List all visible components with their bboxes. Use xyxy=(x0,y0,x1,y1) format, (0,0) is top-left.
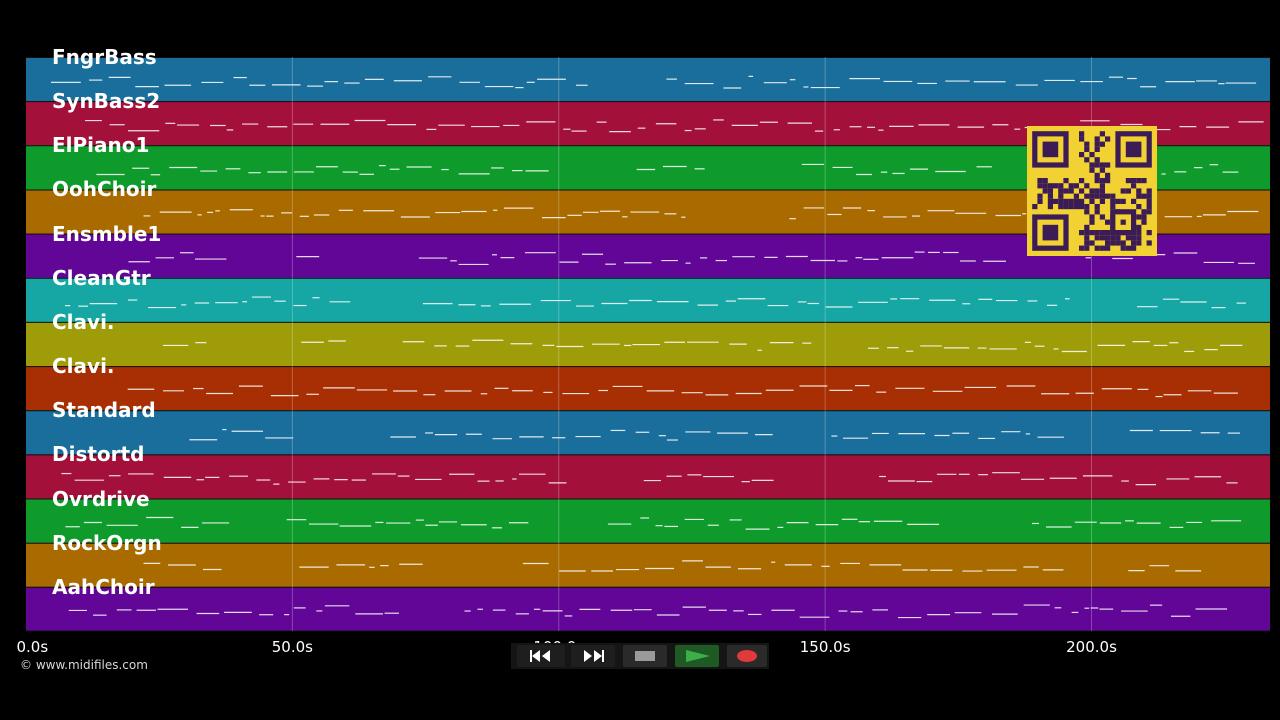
track-notes xyxy=(65,516,1242,530)
track-label: Clavi. xyxy=(52,354,115,379)
record-icon xyxy=(737,650,757,662)
track-label: CleanGtr xyxy=(52,265,151,290)
time-tick-label: 50.0s xyxy=(271,638,313,656)
track-label: AahChoir xyxy=(52,574,155,599)
track-lane xyxy=(26,321,1270,367)
track-notes xyxy=(85,119,1264,133)
track-label: ElPiano1 xyxy=(52,133,150,158)
track-label: Standard xyxy=(52,398,156,423)
track-label: FngrBass xyxy=(52,45,157,69)
track-label: Distortd xyxy=(52,442,145,467)
track-lane xyxy=(26,366,1270,411)
track-label: Clavi. xyxy=(52,309,115,334)
track-lane xyxy=(26,454,1270,499)
rewind-icon xyxy=(530,650,550,662)
track-notes xyxy=(162,339,1243,353)
track-label: SynBass2 xyxy=(52,89,161,114)
stop-icon xyxy=(635,651,655,661)
transport-controls xyxy=(511,643,769,669)
track-label: Ovrdrive xyxy=(52,486,150,511)
play-button[interactable] xyxy=(675,645,719,667)
track-notes xyxy=(143,207,1259,220)
track-lane xyxy=(26,57,1270,102)
track-label: RockOrgn xyxy=(52,530,162,555)
track-lane xyxy=(26,498,1270,543)
time-tick-label: 0.0s xyxy=(16,638,49,656)
track-notes xyxy=(65,296,1246,309)
track-notes xyxy=(68,604,1228,619)
rewind-button[interactable] xyxy=(517,645,565,667)
track-lane xyxy=(26,542,1270,587)
time-tick-label: 200.0s xyxy=(1066,638,1117,656)
fast-forward-button[interactable] xyxy=(571,645,615,667)
track-lane xyxy=(26,277,1270,322)
record-button[interactable] xyxy=(727,645,767,667)
track-lane xyxy=(26,410,1270,455)
track-notes xyxy=(128,251,1255,266)
copyright-text: © www.midifiles.com xyxy=(20,658,148,672)
track-notes xyxy=(127,384,1238,398)
track-label: OohChoir xyxy=(52,177,157,202)
track-notes xyxy=(51,75,1257,89)
track-notes xyxy=(61,472,1238,486)
fast-forward-icon xyxy=(584,650,604,662)
qr-code xyxy=(1027,126,1157,256)
stop-button[interactable] xyxy=(623,645,667,667)
track-lane xyxy=(26,586,1270,631)
time-tick-label: 150.0s xyxy=(799,638,851,656)
track-notes xyxy=(143,560,1202,572)
track-label: Ensmble1 xyxy=(52,221,162,246)
play-icon xyxy=(686,650,710,662)
track-notes xyxy=(189,428,1240,441)
